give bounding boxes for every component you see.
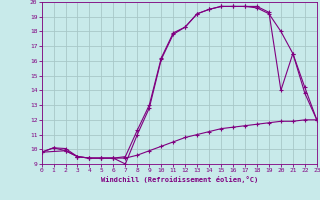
X-axis label: Windchill (Refroidissement éolien,°C): Windchill (Refroidissement éolien,°C) <box>100 176 258 183</box>
